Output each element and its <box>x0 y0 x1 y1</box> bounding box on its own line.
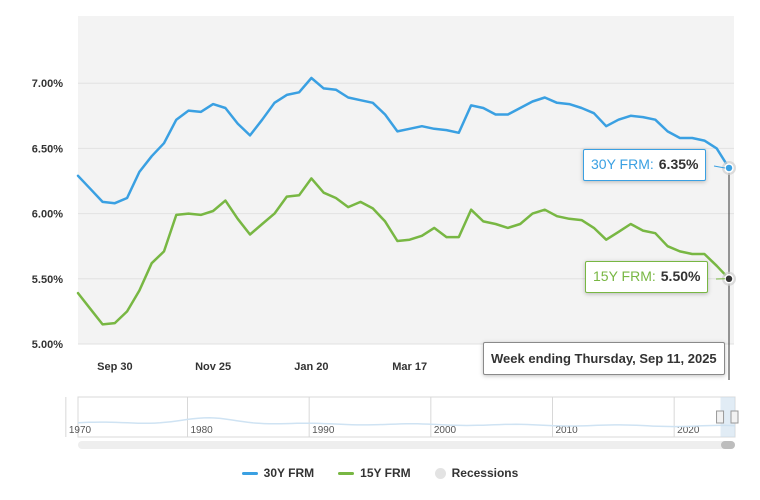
hover-point-30y <box>725 164 733 172</box>
chart-legend: 30Y FRM 15Y FRM Recessions <box>0 466 760 480</box>
navigator-scrollbar-track <box>78 441 735 449</box>
legend-item-recessions[interactable]: Recessions <box>435 466 519 480</box>
navigator-handle-left[interactable] <box>717 411 724 423</box>
tooltip-30y-label: 30Y FRM: <box>591 156 654 172</box>
x-tick-label: Nov 25 <box>195 361 231 373</box>
legend-item-30y[interactable]: 30Y FRM <box>242 466 314 480</box>
legend-item-15y[interactable]: 15Y FRM <box>338 466 410 480</box>
x-tick-label: Jan 20 <box>294 361 328 373</box>
navigator-decade-label: 1990 <box>312 425 335 436</box>
navigator-scrollbar-thumb[interactable] <box>721 441 735 449</box>
tooltip-15y-value: 5.50% <box>661 268 701 284</box>
tooltip-15y-label: 15Y FRM: <box>593 268 656 284</box>
legend-30y-swatch-icon <box>242 472 258 475</box>
navigator-decade-label: 2000 <box>434 425 457 436</box>
y-tick-label: 6.00% <box>32 209 63 221</box>
y-tick-label: 5.00% <box>32 339 63 351</box>
y-tick-label: 6.50% <box>32 143 63 155</box>
tooltip-30y-value: 6.35% <box>659 156 699 172</box>
tooltip-15y: 15Y FRM: 5.50% <box>585 261 708 293</box>
x-tick-label: Sep 30 <box>97 361 132 373</box>
legend-recessions-label: Recessions <box>452 466 519 480</box>
navigator-decade-label: 1970 <box>69 425 92 436</box>
tooltip-30y: 30Y FRM: 6.35% <box>583 149 706 181</box>
legend-15y-swatch-icon <box>338 472 354 475</box>
navigator-panel <box>78 397 735 437</box>
legend-recessions-swatch-icon <box>435 468 446 479</box>
navigator-decade-label: 1980 <box>191 425 214 436</box>
y-tick-label: 5.50% <box>32 274 63 286</box>
navigator-handle-right[interactable] <box>731 411 738 423</box>
legend-30y-label: 30Y FRM <box>264 466 314 480</box>
tooltip-week-ending: Week ending Thursday, Sep 11, 2025 <box>483 342 725 375</box>
legend-15y-label: 15Y FRM <box>360 466 410 480</box>
y-tick-label: 7.00% <box>32 78 63 90</box>
hover-point-15y <box>725 275 733 283</box>
x-tick-label: Mar 17 <box>392 361 427 373</box>
